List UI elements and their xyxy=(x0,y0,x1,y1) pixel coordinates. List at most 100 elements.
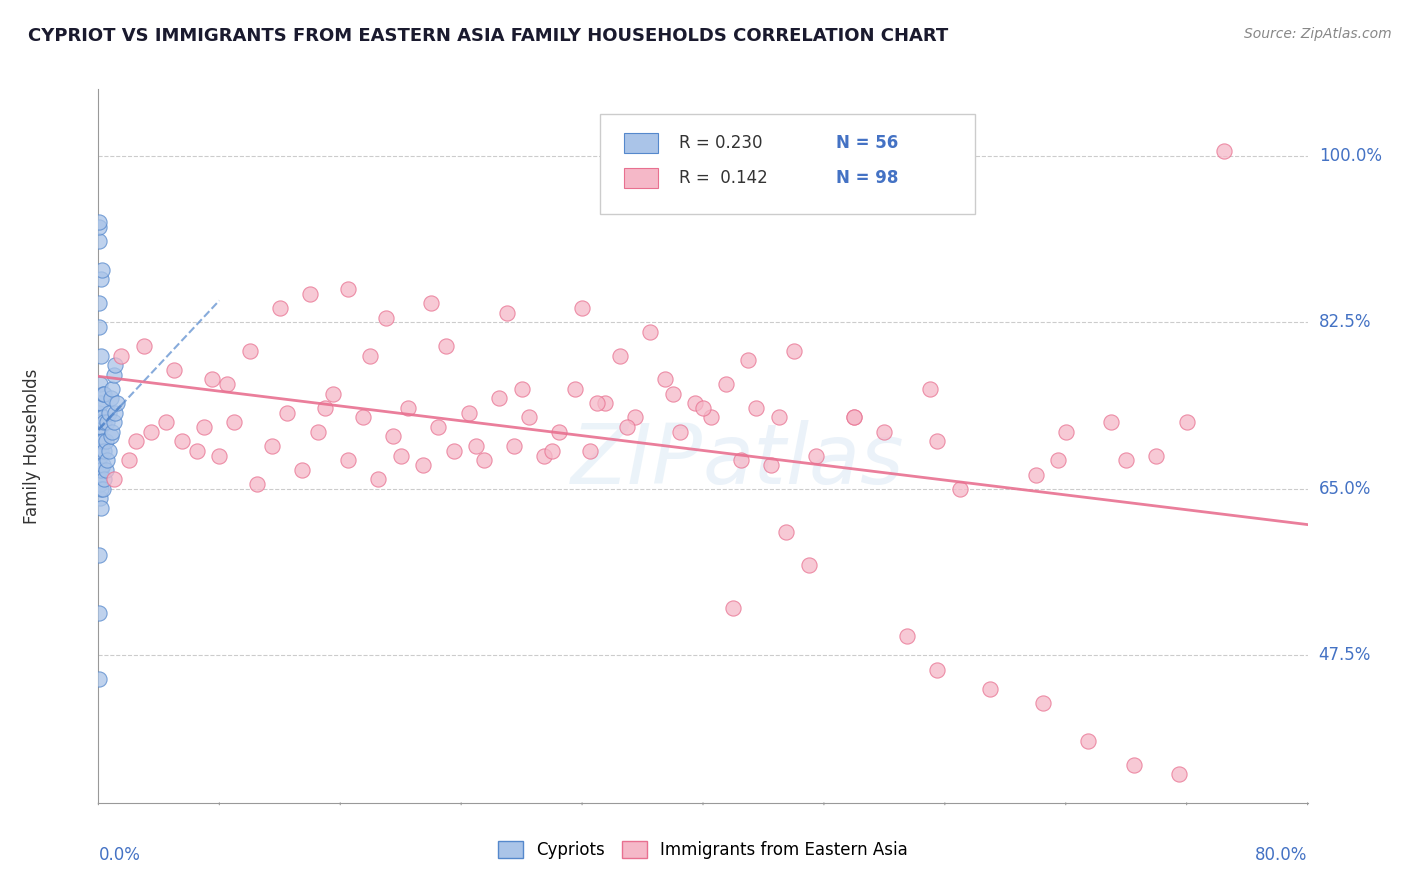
Text: 0.0%: 0.0% xyxy=(98,846,141,863)
Point xyxy=(89,377,111,392)
Point xyxy=(101,382,124,396)
Point xyxy=(276,406,298,420)
Point xyxy=(586,396,609,410)
Point xyxy=(224,415,246,429)
Point xyxy=(949,482,972,496)
Point xyxy=(94,434,117,449)
Point xyxy=(495,306,517,320)
Point xyxy=(434,339,457,353)
Point xyxy=(389,449,412,463)
Point xyxy=(89,434,111,449)
Point xyxy=(89,420,111,434)
Point xyxy=(96,415,118,429)
Point xyxy=(844,410,866,425)
Point xyxy=(89,220,111,235)
Text: N = 56: N = 56 xyxy=(837,134,898,152)
Point xyxy=(91,482,114,496)
Point xyxy=(1054,425,1077,439)
Point xyxy=(979,681,1001,696)
Point xyxy=(352,410,374,425)
Point xyxy=(1077,734,1099,748)
Point xyxy=(540,443,562,458)
Point xyxy=(89,463,111,477)
Text: 65.0%: 65.0% xyxy=(1319,480,1371,498)
Point xyxy=(96,453,118,467)
Point xyxy=(367,472,389,486)
Point xyxy=(89,415,111,429)
Point xyxy=(89,477,111,491)
Point xyxy=(1047,453,1070,467)
Point xyxy=(89,453,111,467)
Point xyxy=(90,500,112,515)
Point xyxy=(105,396,128,410)
Point xyxy=(1168,767,1191,781)
Point xyxy=(91,458,114,472)
Point xyxy=(89,443,111,458)
Point xyxy=(89,458,111,472)
Point xyxy=(624,410,647,425)
Point xyxy=(90,349,112,363)
Text: CYPRIOT VS IMMIGRANTS FROM EASTERN ASIA FAMILY HOUSEHOLDS CORRELATION CHART: CYPRIOT VS IMMIGRANTS FROM EASTERN ASIA … xyxy=(28,27,949,45)
Point xyxy=(201,372,224,386)
Point xyxy=(93,443,115,458)
Point xyxy=(90,463,112,477)
Point xyxy=(104,406,127,420)
Point xyxy=(89,606,111,620)
Point xyxy=(239,343,262,358)
Point xyxy=(1175,415,1198,429)
Point xyxy=(89,449,111,463)
Point xyxy=(101,425,124,439)
Point xyxy=(699,410,721,425)
Point xyxy=(91,434,114,449)
Point xyxy=(420,296,443,310)
Point xyxy=(1144,449,1167,463)
Point xyxy=(90,420,112,434)
Point xyxy=(89,549,111,563)
Point xyxy=(1099,415,1122,429)
Text: R = 0.230: R = 0.230 xyxy=(679,134,762,152)
Point xyxy=(89,434,111,449)
Point xyxy=(517,410,540,425)
Point xyxy=(103,415,125,429)
FancyBboxPatch shape xyxy=(600,114,976,214)
Point xyxy=(91,410,114,425)
Text: 82.5%: 82.5% xyxy=(1319,313,1371,331)
Point xyxy=(488,392,510,406)
Point xyxy=(90,272,112,286)
Point xyxy=(578,443,600,458)
Point xyxy=(104,358,127,372)
Point xyxy=(314,401,336,415)
Point xyxy=(927,663,949,677)
Point xyxy=(103,368,125,382)
Point xyxy=(775,524,797,539)
Point xyxy=(685,396,707,410)
Point xyxy=(299,286,322,301)
Point xyxy=(163,363,186,377)
Point xyxy=(806,449,828,463)
Point xyxy=(90,443,112,458)
Text: ZIP: ZIP xyxy=(571,420,703,500)
Point xyxy=(533,449,555,463)
Point xyxy=(91,263,114,277)
Point xyxy=(103,472,125,486)
Point xyxy=(89,472,111,486)
Point xyxy=(457,406,479,420)
Point xyxy=(262,439,284,453)
Text: 100.0%: 100.0% xyxy=(1319,147,1382,165)
Text: atlas: atlas xyxy=(703,420,904,500)
Point xyxy=(246,477,269,491)
Point xyxy=(918,382,941,396)
Point xyxy=(730,453,752,467)
Point xyxy=(93,472,115,486)
Point xyxy=(132,339,155,353)
Point xyxy=(170,434,193,449)
Point xyxy=(503,439,526,453)
Point xyxy=(186,443,208,458)
Point xyxy=(89,396,111,410)
Point xyxy=(510,382,533,396)
Point xyxy=(768,410,790,425)
Point xyxy=(141,425,163,439)
Point xyxy=(638,325,661,339)
Point xyxy=(336,282,359,296)
Point xyxy=(89,491,111,506)
